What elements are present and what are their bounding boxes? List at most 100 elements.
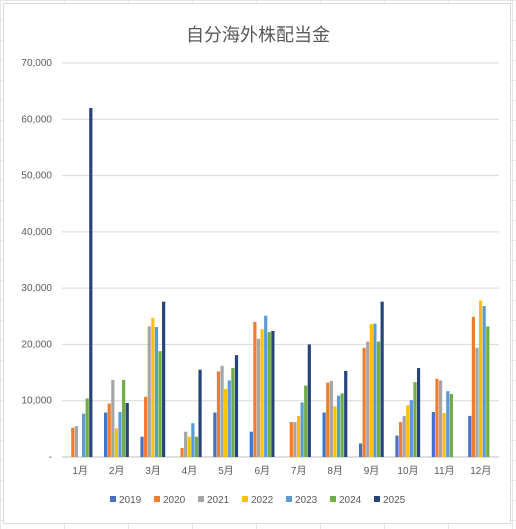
bar	[216, 371, 221, 457]
legend-item[interactable]: 2021	[198, 495, 230, 506]
legend-item[interactable]: 2023	[286, 495, 318, 506]
bar	[125, 402, 129, 457]
x-tick-label: 7月	[291, 465, 307, 477]
x-tick-label: 11月	[434, 465, 454, 477]
bar	[154, 326, 159, 457]
bar	[398, 422, 403, 457]
x-tick-label: 12月	[470, 465, 491, 477]
legend[interactable]: 2019 2020 2021 2022 2023 2024 2025	[110, 495, 406, 506]
bar	[435, 378, 439, 457]
y-tick-label: 60,000	[21, 114, 52, 125]
bar	[333, 406, 337, 457]
x-tick-label: 9月	[364, 465, 380, 477]
chart-area[interactable]: 自分海外株配当金 - 10,000 20,000 30,000 40,000 50,000…	[3, 3, 511, 524]
x-tick-label: 10月	[397, 465, 418, 477]
bar	[380, 301, 384, 457]
bar	[249, 431, 253, 457]
x-tick-label: 6月	[255, 465, 271, 477]
x-tick-label: 1月	[72, 465, 88, 477]
legend-swatch	[154, 496, 160, 502]
bar	[187, 436, 191, 457]
legend-label: 2021	[207, 495, 230, 506]
legend-swatch	[286, 496, 292, 502]
y-tick-label: 30,000	[21, 283, 52, 294]
bar	[340, 393, 344, 457]
bar	[442, 413, 446, 457]
bar	[358, 443, 363, 457]
bar	[366, 341, 370, 457]
legend-label: 2022	[251, 495, 274, 506]
bar	[482, 306, 486, 457]
legend-item[interactable]: 2025	[374, 495, 406, 506]
x-tick-label: 3月	[145, 465, 161, 477]
y-tick-label: 40,000	[21, 227, 52, 238]
legend-label: 2025	[383, 495, 406, 506]
bar	[144, 396, 148, 457]
bar	[486, 326, 490, 457]
bar	[256, 338, 261, 457]
bar	[220, 365, 224, 457]
legend-item[interactable]: 2019	[110, 495, 142, 506]
bar	[326, 382, 330, 457]
bar	[293, 422, 297, 457]
legend-label: 2023	[295, 495, 318, 506]
bar	[409, 400, 413, 457]
y-tick-label: 50,000	[21, 171, 52, 182]
legend-item[interactable]: 2022	[242, 495, 274, 506]
bar	[184, 431, 188, 457]
bar	[373, 323, 377, 457]
bar	[475, 347, 479, 457]
bar	[478, 300, 483, 457]
y-tick-label: -	[49, 452, 52, 463]
bar	[471, 316, 475, 457]
bar	[107, 403, 111, 457]
bar	[231, 368, 235, 457]
bar	[140, 436, 144, 457]
bar	[122, 379, 126, 457]
x-tick-label: 2月	[109, 465, 125, 477]
legend-item[interactable]: 2020	[154, 495, 186, 506]
bar	[162, 301, 166, 457]
bar	[253, 321, 257, 457]
bar	[213, 412, 217, 457]
bar	[82, 413, 86, 457]
x-tick-label: 8月	[327, 465, 343, 477]
x-tick-label: 5月	[218, 465, 234, 477]
x-tick-label: 4月	[182, 465, 198, 477]
bar	[468, 415, 472, 457]
bar	[322, 412, 326, 457]
legend-swatch	[198, 496, 204, 502]
bar	[158, 351, 162, 457]
bar	[264, 315, 268, 457]
bar	[300, 402, 304, 457]
bar	[304, 385, 308, 457]
y-tick-label: 70,000	[21, 58, 52, 69]
bars	[71, 108, 490, 458]
bar	[111, 379, 115, 457]
bar	[74, 426, 79, 457]
bar	[114, 428, 119, 457]
legend-label: 2019	[119, 495, 142, 506]
bar	[449, 393, 453, 457]
bar	[395, 435, 399, 457]
bar	[416, 368, 421, 457]
bar	[151, 317, 155, 457]
bar	[369, 324, 373, 457]
bar	[289, 422, 293, 457]
bar	[224, 388, 228, 457]
y-tick-label: 20,000	[21, 339, 52, 350]
bar	[271, 330, 275, 457]
legend-swatch	[242, 496, 248, 502]
bar	[438, 380, 443, 457]
legend-item[interactable]: 2024	[330, 495, 362, 506]
bar	[376, 341, 381, 457]
bar	[71, 427, 75, 457]
legend-swatch	[110, 496, 116, 502]
bar	[89, 108, 93, 458]
bar	[147, 326, 151, 457]
bar	[344, 370, 348, 457]
bar-chart: 自分海外株配当金 - 10,000 20,000 30,000 40,000 50,000…	[21, 25, 499, 506]
y-tick-label: 10,000	[21, 396, 52, 407]
bar	[406, 405, 410, 457]
legend-label: 2020	[163, 495, 186, 506]
